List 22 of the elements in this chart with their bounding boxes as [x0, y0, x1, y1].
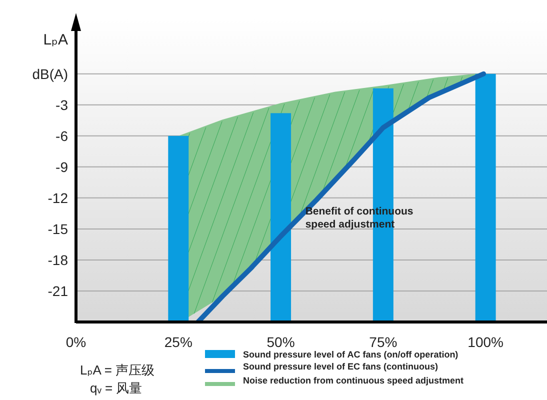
text: qᵥ = 风量 — [90, 380, 142, 396]
y-tick-label: -9 — [56, 158, 68, 175]
y-axis-title: LₚA — [43, 32, 68, 48]
y-tick-label: -15 — [48, 220, 68, 237]
y-tick-label: dB(A) — [32, 66, 68, 82]
bar — [270, 113, 292, 322]
x-tick-label: 0% — [66, 334, 86, 350]
y-tick-label: -6 — [56, 128, 68, 144]
x-tick-label: 100% — [468, 334, 504, 350]
legend-label: Noise reduction from continuous speed adjustment — [243, 376, 464, 386]
x-tick-label: 75% — [369, 334, 398, 350]
bar — [168, 136, 189, 322]
legend-label: Sound pressure level of EC fans (continuous) — [243, 362, 438, 372]
bar — [475, 74, 496, 322]
text: LₚA = 声压级 — [80, 362, 155, 378]
y-tick-label: -12 — [48, 190, 68, 206]
y-tick-label: -18 — [48, 252, 68, 268]
x-tick-label: 25% — [164, 334, 192, 350]
legend-label: Sound pressure level of AC fans (on/off operation) — [243, 350, 458, 360]
y-tick-label: -21 — [48, 282, 68, 299]
x-tick-label: 50% — [266, 334, 295, 350]
y-tick-label: -3 — [56, 96, 68, 113]
